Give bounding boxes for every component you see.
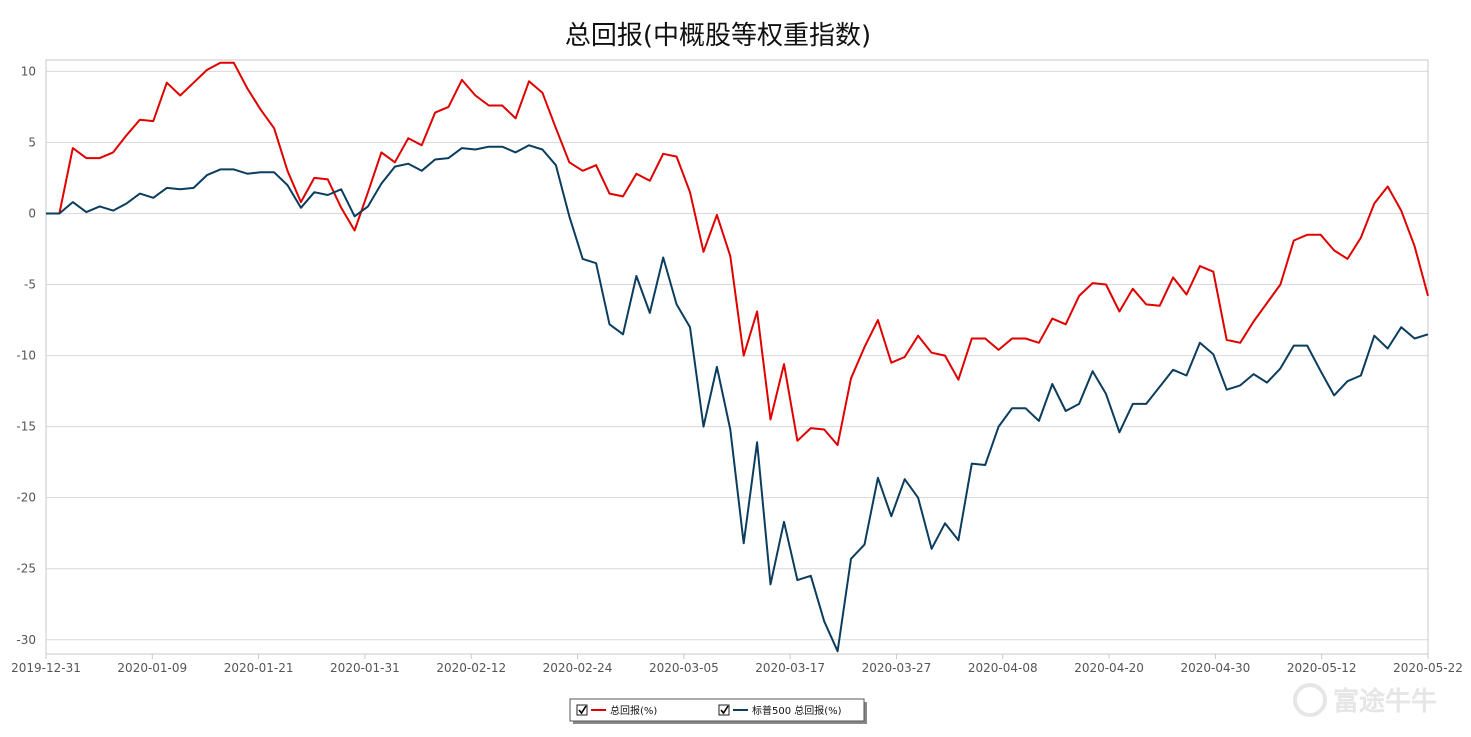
- series-line-1: [46, 61, 1429, 447]
- legend: 总回报(%) 标普500 总回报(%): [569, 698, 867, 724]
- x-tick-label: 2020-03-17: [755, 661, 825, 675]
- y-tick-label: 5: [28, 135, 36, 149]
- legend-item-series-2[interactable]: 标普500 总回报(%): [718, 704, 842, 717]
- x-tick-label: 2020-04-30: [1181, 661, 1251, 675]
- y-tick-label: -25: [16, 562, 36, 576]
- grid-lines: [46, 70, 1428, 641]
- x-tick-label: 2020-01-09: [117, 661, 187, 675]
- x-tick-label: 2020-03-05: [649, 661, 719, 675]
- y-tick-label: 0: [28, 206, 36, 220]
- y-tick-label: -30: [16, 633, 36, 647]
- y-axis-ticks: 10 5 0 -5 -10 -15 -20 -25 -30: [16, 64, 36, 646]
- legend-label-1: 总回报(%): [610, 704, 657, 717]
- watermark: 富途牛牛: [1293, 683, 1437, 717]
- watermark-logo-icon: [1293, 683, 1327, 717]
- y-tick-label: -15: [16, 420, 36, 434]
- x-tick-label: 2020-02-12: [436, 661, 506, 675]
- plot-frame: [45, 59, 1429, 655]
- x-tick-label: 2020-02-24: [543, 661, 613, 675]
- y-tick-label: -10: [16, 349, 36, 363]
- x-axis-ticks: 2019-12-31 2020-01-09 2020-01-21 2020-01-31…: [11, 654, 1463, 675]
- series-line-2: [46, 144, 1429, 653]
- x-tick-label: 2020-01-21: [224, 661, 294, 675]
- x-tick-label: 2019-12-31: [11, 661, 81, 675]
- x-tick-label: 2020-05-22: [1393, 661, 1463, 675]
- watermark-text: 富途牛牛: [1333, 686, 1437, 717]
- x-tick-label: 2020-03-27: [862, 661, 932, 675]
- check-icon: [720, 705, 729, 715]
- x-tick-label: 2020-01-31: [330, 661, 400, 675]
- legend-box: [569, 698, 865, 722]
- legend-label-2: 标普500 总回报(%): [752, 704, 842, 717]
- x-tick-label: 2020-04-08: [968, 661, 1038, 675]
- y-tick-label: 10: [21, 64, 36, 78]
- y-tick-label: -5: [24, 278, 36, 292]
- series-group: [46, 61, 1429, 653]
- chart-title: 总回报(中概股等权重指数): [565, 21, 871, 51]
- check-icon: [578, 705, 587, 715]
- legend-checkbox-1[interactable]: [576, 704, 588, 716]
- x-tick-label: 2020-05-12: [1287, 661, 1357, 675]
- x-tick-label: 2020-04-20: [1074, 661, 1144, 675]
- y-tick-label: -20: [16, 491, 36, 505]
- legend-item-series-1[interactable]: 总回报(%): [576, 704, 657, 717]
- legend-checkbox-2[interactable]: [718, 704, 730, 716]
